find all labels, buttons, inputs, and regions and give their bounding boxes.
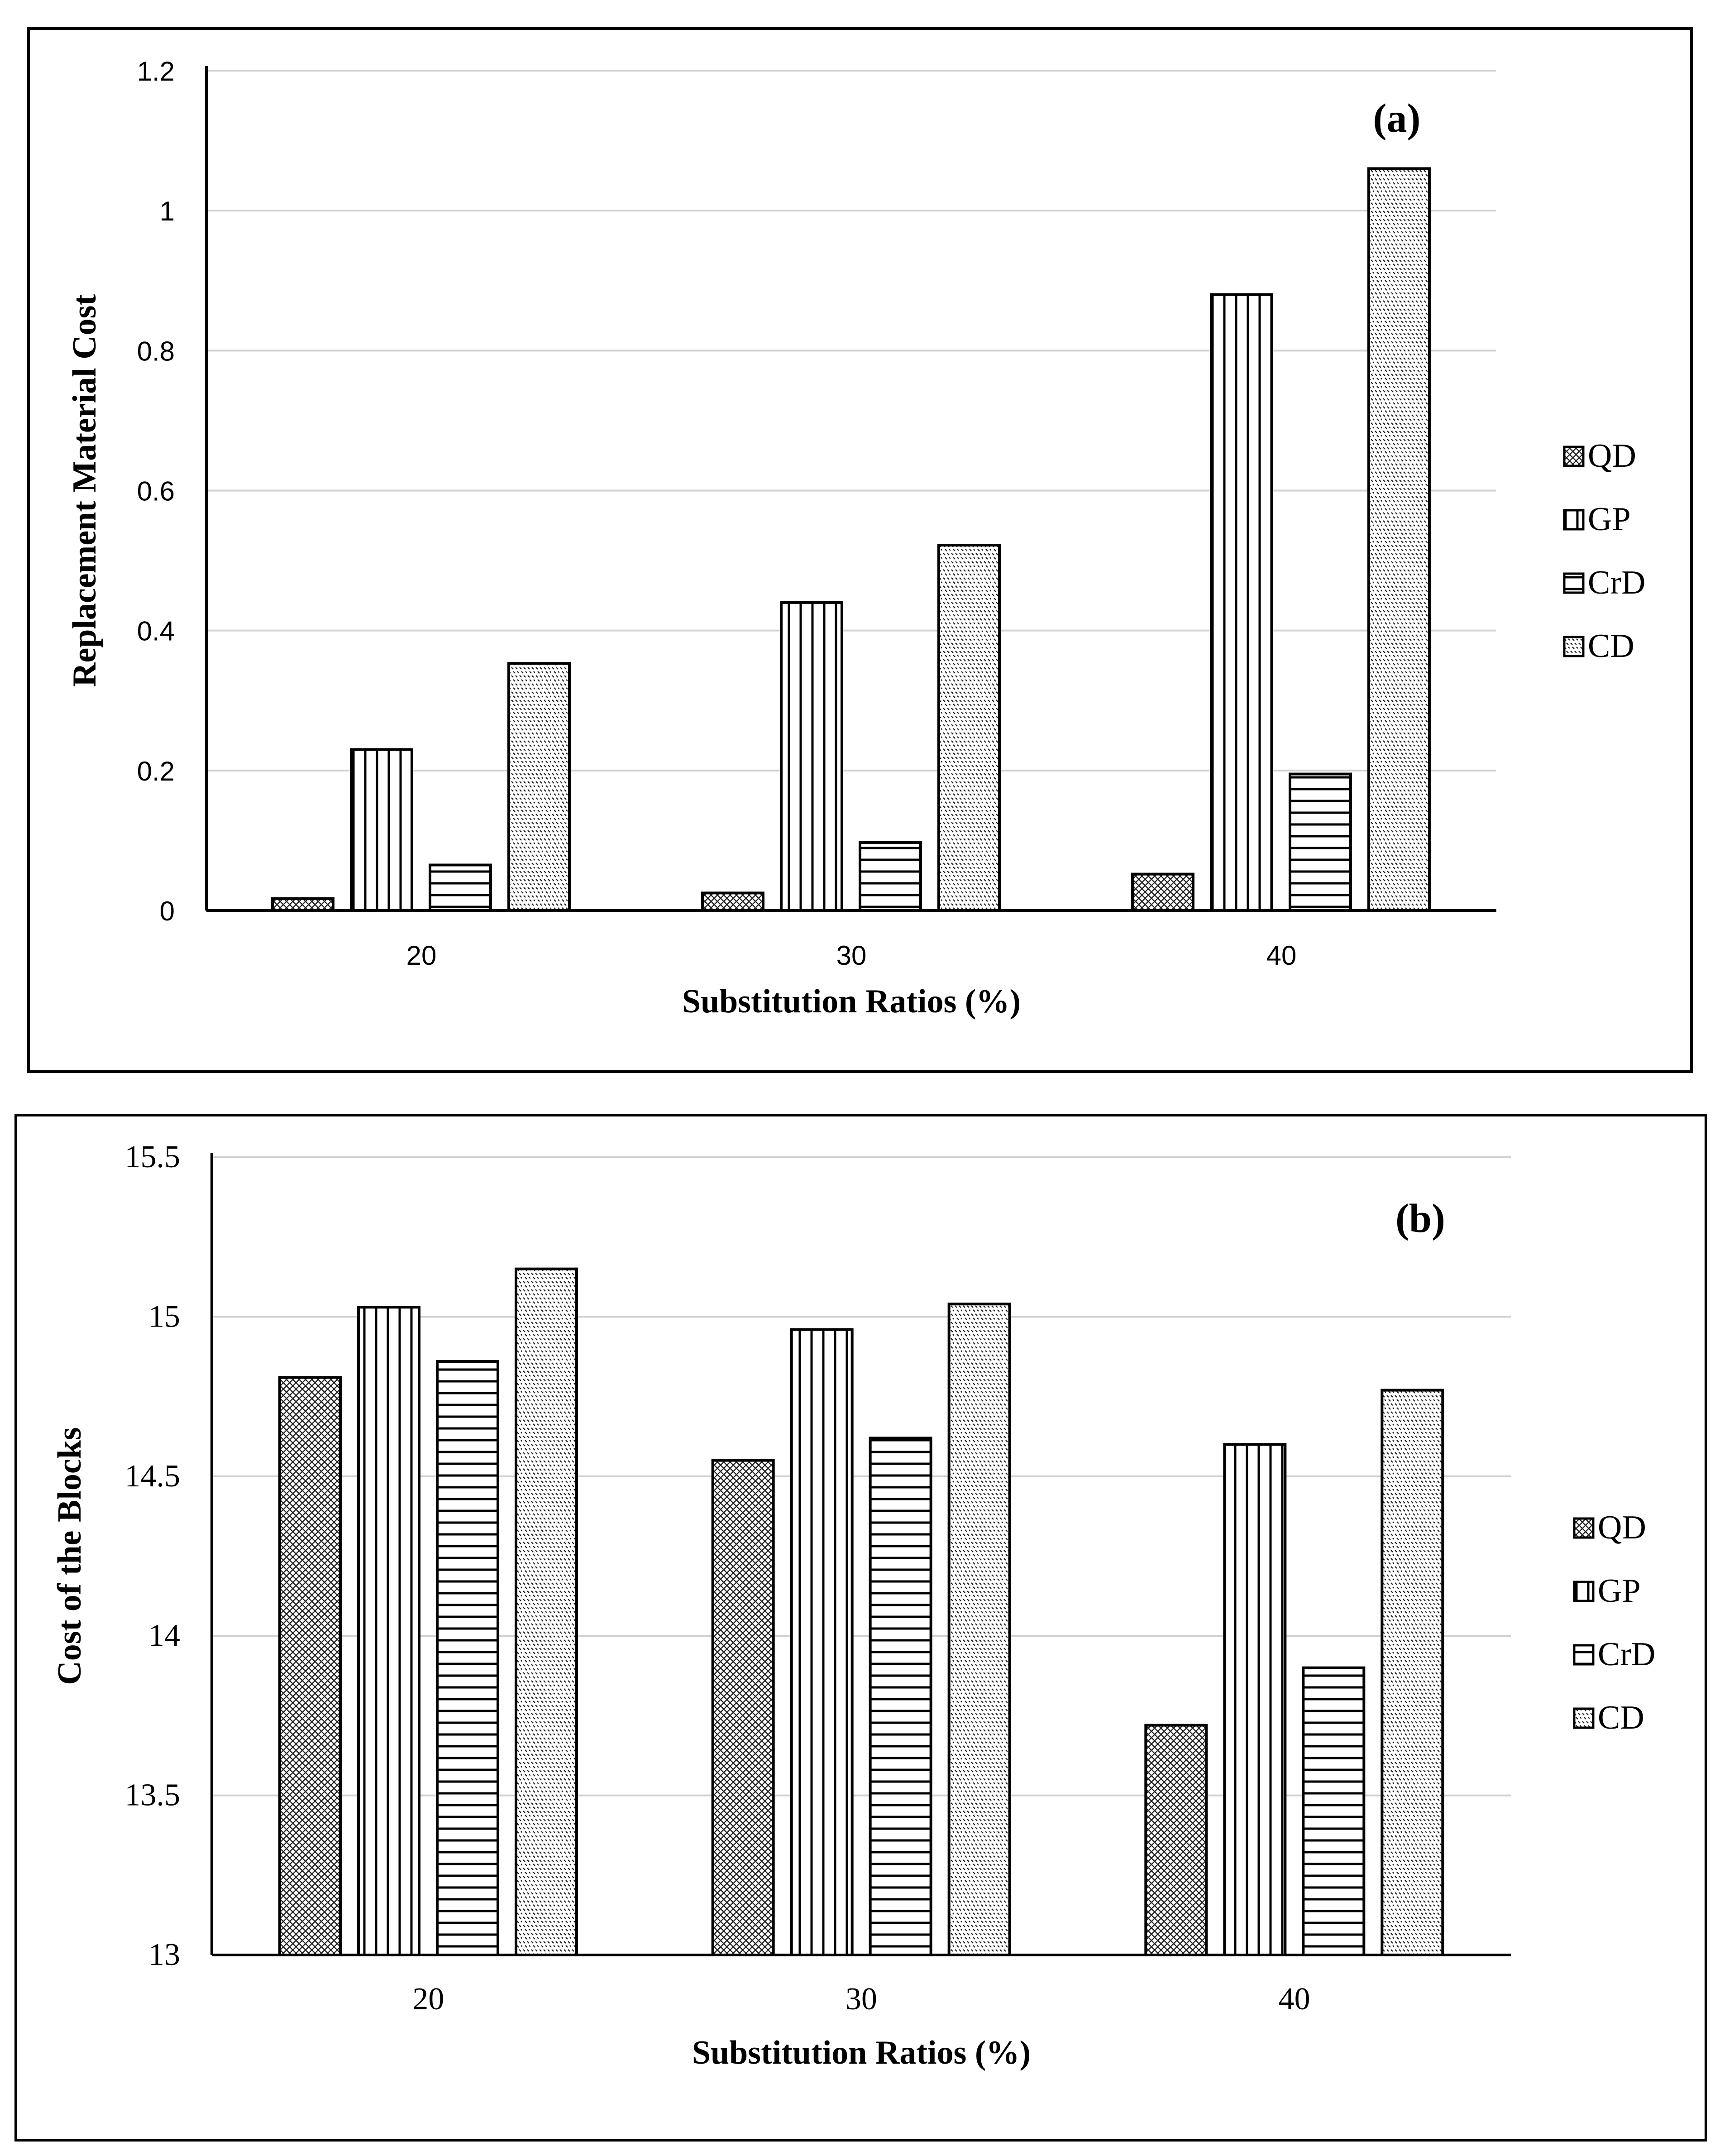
bar-gp-30	[790, 1328, 854, 1956]
y-tick-label: 15.5	[125, 1140, 181, 1174]
chart-panel-b: 13 13.5 14 14.5 15 15.5 20 30 40 Substitution Rat…	[14, 1114, 1707, 2142]
y-axis-title: Cost of the Blocks	[51, 1427, 88, 1685]
legend-swatch-qd	[1563, 446, 1585, 467]
bar-qd-30	[711, 1459, 775, 1956]
bar-qd-30	[701, 891, 764, 912]
bar-cd-30	[947, 1303, 1011, 1956]
legend-label-gp: GP	[1598, 1572, 1641, 1610]
x-axis-title: Substitution Ratios (%)	[682, 983, 1021, 1020]
y-tick-label: 13.5	[125, 1778, 181, 1813]
bar-qd-20	[278, 1376, 342, 1956]
x-tick-label: 40	[1279, 1982, 1310, 2017]
bar-crd-40	[1302, 1666, 1366, 1957]
legend-label-qd: QD	[1598, 1509, 1646, 1546]
y-tick-label: 0.4	[137, 616, 175, 647]
y-axis-title: Replacement Material Cost	[66, 294, 103, 687]
chart-panel-a: 0 0.2 0.4 0.6 0.8 1 1.2 20 30 40 Substitution Rati…	[27, 27, 1693, 1073]
legend-label-cd: CD	[1588, 628, 1634, 665]
bar-cd-40	[1367, 167, 1431, 912]
bar-qd-40	[1131, 872, 1194, 912]
legend-label-cd: CD	[1598, 1699, 1644, 1736]
y-tick-label: 15	[148, 1299, 180, 1334]
legend-swatch-crd	[1563, 572, 1585, 594]
bar-crd-20	[436, 1360, 499, 1956]
bar-gp-30	[780, 601, 843, 912]
bar-gp-40	[1223, 1443, 1287, 1957]
x-tick-label: 20	[412, 1982, 444, 2017]
bar-crd-30	[869, 1437, 932, 1956]
bar-qd-20	[271, 897, 334, 912]
legend-swatch-cd	[1573, 1707, 1595, 1729]
legend-swatch-gp	[1573, 1581, 1595, 1602]
bar-cd-40	[1381, 1389, 1444, 1956]
panel-label: (a)	[1373, 96, 1421, 141]
legend-swatch-cd	[1563, 636, 1585, 657]
bar-gp-40	[1210, 293, 1273, 912]
y-tick-label: 14	[148, 1618, 180, 1653]
bar-cd-30	[937, 544, 1001, 912]
legend-swatch-crd	[1573, 1644, 1595, 1666]
legend-swatch-qd	[1573, 1517, 1595, 1539]
x-tick-label: 40	[1266, 940, 1297, 971]
bar-gp-20	[350, 748, 413, 912]
legend-swatch-gp	[1563, 509, 1585, 531]
legend-label-qd: QD	[1588, 437, 1636, 474]
bar-qd-40	[1144, 1724, 1208, 1956]
legend-label-crd: CrD	[1598, 1636, 1655, 1673]
chart-a-svg: 0 0.2 0.4 0.6 0.8 1 1.2 20 30 40 Substitution Rati…	[66, 56, 1645, 1020]
y-tick-label: 1	[160, 196, 175, 226]
x-tick-label: 30	[846, 1982, 877, 2017]
bar-cd-20	[515, 1267, 578, 1956]
bar-gp-20	[357, 1306, 420, 1957]
y-tick-label: 0.2	[137, 756, 175, 786]
bar-crd-30	[859, 841, 922, 912]
bar-crd-20	[429, 863, 492, 912]
x-axis-title: Substitution Ratios (%)	[692, 2034, 1031, 2071]
legend-label-crd: CrD	[1588, 564, 1645, 601]
bar-crd-40	[1289, 772, 1352, 912]
y-tick-label: 14.5	[125, 1459, 181, 1494]
y-tick-label: 1.2	[137, 56, 175, 86]
panel-label: (b)	[1395, 1196, 1445, 1241]
y-tick-label: 0	[160, 896, 175, 926]
chart-b-svg: 13 13.5 14 14.5 15 15.5 20 30 40 Substitution Rat…	[51, 1140, 1655, 2071]
bar-cd-20	[507, 662, 571, 912]
y-tick-label: 0.6	[137, 476, 175, 507]
legend-label-gp: GP	[1588, 501, 1631, 538]
y-tick-label: 0.8	[137, 336, 175, 366]
x-tick-label: 20	[406, 940, 437, 971]
y-tick-label: 13	[148, 1937, 180, 1972]
x-tick-label: 30	[836, 940, 867, 971]
